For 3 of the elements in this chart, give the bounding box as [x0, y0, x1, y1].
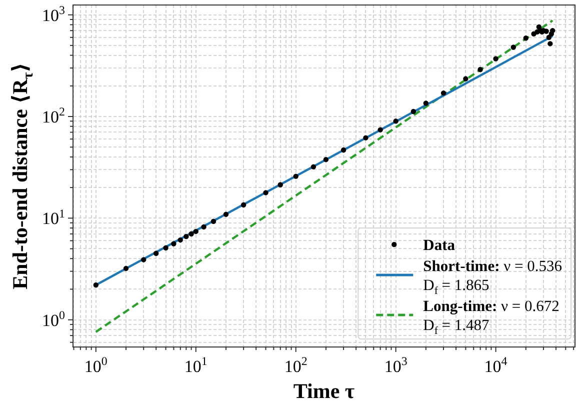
x-axis-title: Time τ: [293, 379, 355, 403]
y-axis-title: End-to-end distance ⟨Rτ⟩: [8, 62, 36, 290]
legend-label: Data: [423, 237, 456, 254]
